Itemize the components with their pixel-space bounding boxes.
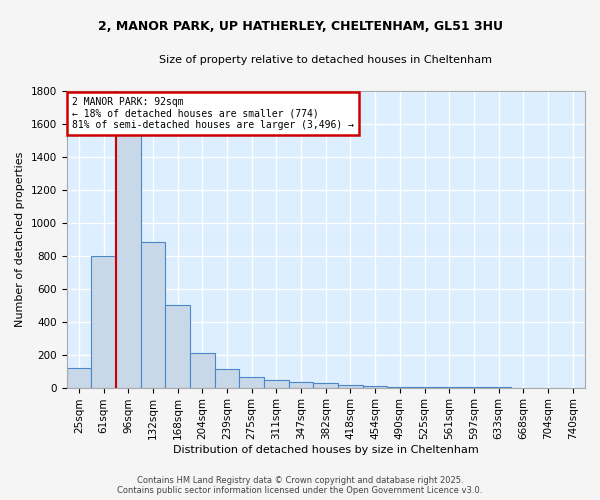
Bar [363,386,388,388]
Bar [289,382,313,388]
Bar [140,242,165,388]
Bar [190,353,215,388]
Bar [313,383,338,388]
Text: 2, MANOR PARK, UP HATHERLEY, CHELTENHAM, GL51 3HU: 2, MANOR PARK, UP HATHERLEY, CHELTENHAM,… [97,20,503,33]
Text: 2 MANOR PARK: 92sqm
← 18% of detached houses are smaller (774)
81% of semi-detac: 2 MANOR PARK: 92sqm ← 18% of detached ho… [72,96,354,130]
Bar [412,387,437,388]
Bar [338,385,363,388]
Title: Size of property relative to detached houses in Cheltenham: Size of property relative to detached ho… [159,55,492,65]
Text: Contains HM Land Registry data © Crown copyright and database right 2025.
Contai: Contains HM Land Registry data © Crown c… [118,476,482,495]
Bar [437,387,461,388]
Bar [165,305,190,388]
Bar [388,386,412,388]
Bar [91,256,116,388]
Bar [239,377,264,388]
Bar [116,136,140,388]
X-axis label: Distribution of detached houses by size in Cheltenham: Distribution of detached houses by size … [173,445,479,455]
Bar [215,370,239,388]
Bar [264,380,289,388]
Y-axis label: Number of detached properties: Number of detached properties [15,152,25,327]
Bar [67,368,91,388]
